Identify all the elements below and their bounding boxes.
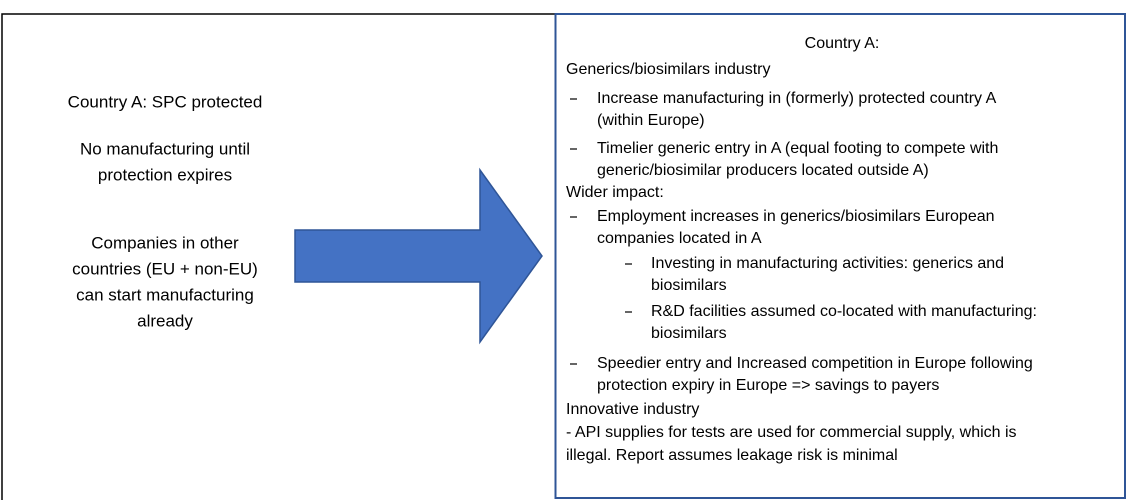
left-line: No manufacturing until [80, 139, 250, 158]
bullet-line: companies located in A [597, 230, 762, 247]
innovative-line: - API supplies for tests are used for co… [566, 424, 1017, 441]
left-line: protection expires [98, 165, 232, 184]
bullet-line: R&D facilities assumed co-located with m… [651, 303, 1037, 320]
bullet-line: Speedier entry and Increased competition… [597, 355, 1033, 372]
left-line: can start manufacturing [76, 285, 254, 304]
bullet-line: (within Europe) [597, 112, 705, 129]
bullet-line: Timelier generic entry in A (equal footi… [597, 140, 998, 157]
left-heading: Country A: SPC protected [68, 92, 263, 111]
bullet-line: Increase manufacturing in (formerly) pro… [597, 90, 997, 107]
bullet-line: generic/biosimilar producers located out… [597, 162, 929, 179]
left-line: already [137, 311, 193, 330]
bullet-line: Investing in manufacturing activities: g… [651, 255, 1004, 272]
bullet-line: biosimilars [651, 277, 727, 294]
innovative-line: illegal. Report assumes leakage risk is … [566, 447, 898, 464]
right-title: Country A: [805, 35, 880, 52]
right-panel-border [554, 13, 1126, 499]
arrow [294, 167, 543, 345]
bullet-line: biosimilars [651, 325, 727, 342]
left-line: Companies in other [91, 233, 239, 252]
section-heading: Generics/biosimilars industry [566, 61, 771, 78]
bullet-line: protection expiry in Europe => savings t… [597, 377, 939, 394]
left-line: countries (EU + non-EU) [72, 259, 258, 278]
bullet-line: Employment increases in generics/biosimi… [597, 208, 995, 225]
left-panel-border [1, 13, 555, 500]
section-heading: Wider impact: [566, 184, 664, 201]
section-heading: Innovative industry [566, 401, 699, 418]
